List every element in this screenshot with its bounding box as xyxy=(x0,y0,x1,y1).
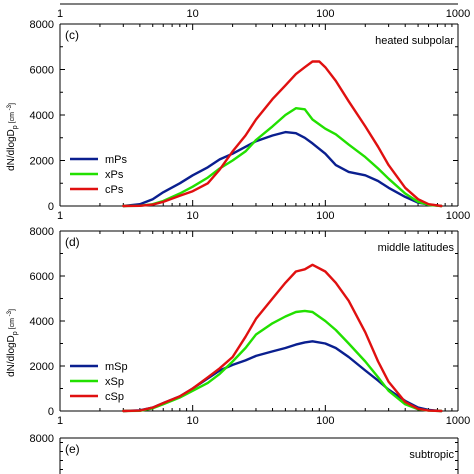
panel-label: (c) xyxy=(65,28,79,42)
x-tick-label: 1 xyxy=(57,210,63,222)
top-panel-tick-label: 10 xyxy=(187,8,199,20)
y-tick-label: 6000 xyxy=(30,65,54,77)
top-panel-tick-label: 1 xyxy=(57,8,63,20)
y-tick-label: 2000 xyxy=(30,361,54,373)
legend-label: xPs xyxy=(105,169,124,181)
panel-d: 0 2000 4000 6000 8000 1 10 100 1000 (d) middle lat… xyxy=(6,226,470,427)
y-tick-label: 8000 xyxy=(30,226,54,238)
x-tick-label: 1000 xyxy=(446,415,470,427)
top-panel-tick-label: 100 xyxy=(316,8,334,20)
y-tick-label: 0 xyxy=(48,201,54,213)
y-tick-label: 8000 xyxy=(30,19,54,31)
top-panel-tick-label: 1000 xyxy=(446,8,470,20)
y-tick-label: 2000 xyxy=(30,156,54,168)
panel-c: 0 2000 4000 6000 8000 1 10 100 1000 (c) heated sub… xyxy=(6,19,470,222)
x-tick-label: 10 xyxy=(187,210,199,222)
x-tick-label: 1 xyxy=(57,415,63,427)
x-tick-label: 10 xyxy=(187,415,199,427)
series-line-xPs xyxy=(122,106,443,208)
x-tick-label: 1000 xyxy=(446,210,470,222)
series-line-xSp xyxy=(122,309,443,413)
panel-e: 8000 (e) subtropic xyxy=(30,433,459,474)
region-label: subtropic xyxy=(409,449,454,461)
series-line-cPs xyxy=(122,60,443,208)
y-tick-label: 8000 xyxy=(30,433,54,445)
y-axis-label: dN/dlogDp [cm -3] xyxy=(6,103,19,171)
region-label: middle latitudes xyxy=(378,242,455,254)
y-tick-label: 0 xyxy=(48,406,54,418)
series-line-cSp xyxy=(122,263,443,413)
y-tick-label: 4000 xyxy=(30,316,54,328)
x-tick-label: 100 xyxy=(316,210,334,222)
panel-label: (e) xyxy=(65,442,80,456)
legend-label: mSp xyxy=(105,361,128,373)
series-line-mPs xyxy=(122,130,443,208)
region-label: heated subpolar xyxy=(375,35,454,47)
y-tick-label: 6000 xyxy=(30,271,54,283)
y-axis-label: dN/dlogDp [cm -3] xyxy=(6,309,19,377)
legend-label: cSp xyxy=(105,391,124,403)
legend-label: xSp xyxy=(105,376,124,388)
y-tick-label: 4000 xyxy=(30,110,54,122)
x-tick-label: 100 xyxy=(316,415,334,427)
legend-label: mPs xyxy=(105,154,128,166)
panel-label: (d) xyxy=(65,235,80,249)
legend-label: cPs xyxy=(105,184,124,196)
